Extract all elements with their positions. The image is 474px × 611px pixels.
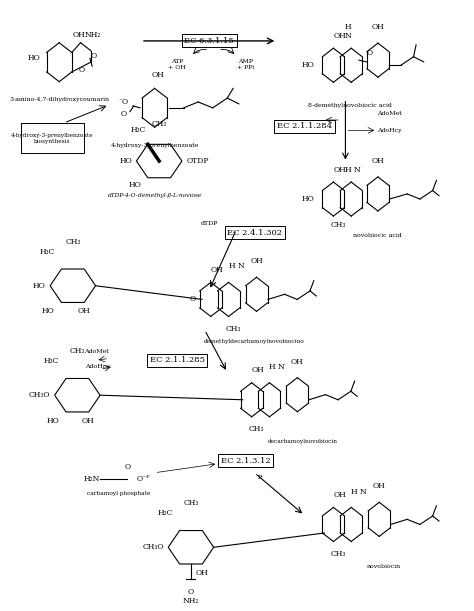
Text: O: O	[188, 588, 194, 596]
Text: CH₃: CH₃	[226, 325, 241, 333]
Text: EC 2.1.1.285: EC 2.1.1.285	[150, 356, 205, 364]
Text: OH: OH	[333, 32, 346, 40]
Text: 3-amino-4,7-dihydroxycoumarin: 3-amino-4,7-dihydroxycoumarin	[9, 97, 109, 102]
Text: EC 6.3.1.15: EC 6.3.1.15	[184, 37, 234, 45]
Text: O: O	[91, 53, 97, 60]
Text: H N: H N	[228, 263, 244, 271]
Text: OTDP: OTDP	[186, 157, 209, 165]
Text: OH: OH	[77, 307, 90, 315]
Text: AMP
+ PPi: AMP + PPi	[237, 59, 254, 70]
Text: HO: HO	[27, 54, 40, 62]
Text: OH: OH	[250, 257, 263, 265]
Text: OH: OH	[252, 366, 264, 374]
Text: OH: OH	[73, 31, 85, 39]
Text: EC 2.1.3.12: EC 2.1.3.12	[221, 456, 270, 464]
Text: decarbamoylnovobiocin: decarbamoylnovobiocin	[267, 439, 337, 444]
Text: dTDP: dTDP	[201, 221, 218, 226]
Text: HO: HO	[301, 61, 314, 69]
Text: NH₂: NH₂	[85, 31, 101, 39]
Text: EC 2.1.1.284: EC 2.1.1.284	[277, 122, 332, 130]
Text: NH₂: NH₂	[183, 598, 199, 606]
Text: HO: HO	[42, 307, 55, 315]
Text: OH: OH	[333, 166, 346, 174]
Text: H N: H N	[269, 363, 285, 371]
Text: Pⁱ: Pⁱ	[258, 475, 264, 480]
Text: CH₃: CH₃	[152, 120, 167, 128]
Text: OH: OH	[151, 71, 164, 79]
Text: 4-hydroxy-3-prenylbenzoate: 4-hydroxy-3-prenylbenzoate	[110, 143, 199, 148]
Text: O⁻ᴾ: O⁻ᴾ	[137, 475, 150, 483]
Text: HO: HO	[46, 417, 59, 425]
Text: CH₃: CH₃	[331, 221, 346, 229]
Text: O: O	[121, 109, 127, 118]
Text: H
N: H N	[345, 23, 352, 40]
Text: AdoMet: AdoMet	[84, 349, 109, 354]
Text: H₃C: H₃C	[157, 509, 173, 517]
Text: dTDP-4-O-demethyl-β-L-noviose: dTDP-4-O-demethyl-β-L-noviose	[108, 193, 202, 198]
FancyBboxPatch shape	[20, 123, 84, 153]
Text: OH: OH	[82, 417, 95, 425]
Text: H₃C: H₃C	[39, 247, 55, 255]
Text: 4-hydroxy-3-prenylbenzoate
biosynthesis: 4-hydroxy-3-prenylbenzoate biosynthesis	[11, 133, 94, 144]
Text: CH₃: CH₃	[183, 499, 199, 507]
Text: OH: OH	[211, 266, 224, 274]
Text: CH₃O: CH₃O	[142, 543, 164, 551]
Text: carbamoyl phosphate: carbamoyl phosphate	[87, 491, 150, 496]
Text: O: O	[190, 295, 195, 304]
Text: AdoHcy: AdoHcy	[377, 128, 402, 133]
Text: H₃C: H₃C	[130, 126, 146, 134]
Text: ATP
+ OH: ATP + OH	[168, 59, 186, 70]
Text: OH: OH	[291, 357, 304, 366]
Text: EC 2.4.1.302: EC 2.4.1.302	[227, 229, 282, 236]
Text: H₃C: H₃C	[44, 357, 59, 365]
Text: novobiocin: novobiocin	[367, 563, 401, 569]
Text: OH: OH	[372, 157, 384, 165]
Text: HO: HO	[301, 195, 314, 203]
Text: OH: OH	[333, 491, 346, 499]
Text: AdoMet: AdoMet	[377, 111, 402, 117]
Text: AdoHcy: AdoHcy	[84, 364, 109, 369]
Text: O: O	[124, 463, 130, 471]
Text: HO: HO	[119, 157, 132, 165]
Text: HO: HO	[128, 181, 141, 189]
Text: OH: OH	[195, 569, 208, 577]
Text: CH₃O: CH₃O	[28, 391, 50, 399]
Text: H₂N: H₂N	[84, 475, 100, 483]
Text: H N: H N	[345, 166, 361, 174]
Text: novobiocic acid: novobiocic acid	[353, 233, 401, 238]
Text: OH: OH	[373, 483, 385, 491]
Text: O: O	[366, 49, 373, 57]
Text: OH: OH	[372, 23, 384, 31]
Text: CH₃: CH₃	[331, 550, 346, 558]
Text: CH₃: CH₃	[249, 425, 264, 433]
Text: H N: H N	[351, 488, 367, 496]
Text: CH₃: CH₃	[70, 347, 85, 355]
Text: demethyldecarbamoylnovobiocino: demethyldecarbamoylnovobiocino	[204, 338, 305, 343]
Text: HO: HO	[33, 282, 46, 290]
Text: O: O	[79, 66, 85, 74]
Text: ⁻O: ⁻O	[118, 98, 128, 106]
Text: CH₃: CH₃	[65, 238, 81, 246]
Text: 8-demethylnovobiocic acid: 8-demethylnovobiocic acid	[308, 103, 392, 108]
